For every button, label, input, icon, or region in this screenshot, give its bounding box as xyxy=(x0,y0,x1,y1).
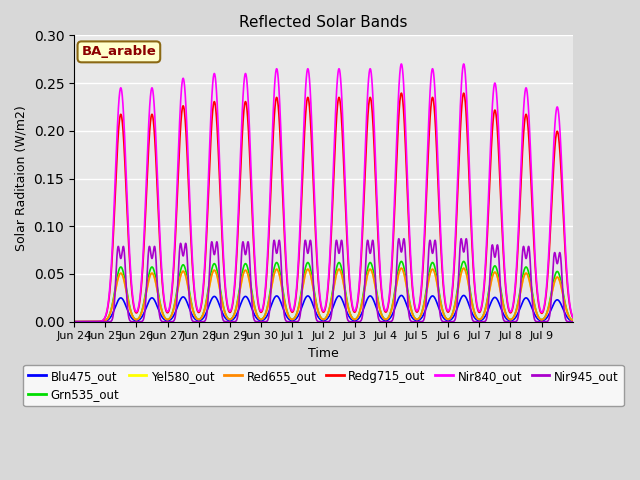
Nir840_out xyxy=(451,253,458,259)
Line: Yel580_out: Yel580_out xyxy=(74,268,573,322)
Nir840_out xyxy=(460,61,468,67)
Red655_out xyxy=(451,305,458,311)
Nir840_out xyxy=(361,164,369,169)
Line: Red655_out: Red655_out xyxy=(74,268,573,322)
Redg715_out xyxy=(361,181,369,187)
Blu475_out xyxy=(569,318,577,324)
Legend: Blu475_out, Grn535_out, Yel580_out, Red655_out, Redg715_out, Nir840_out, Nir945_: Blu475_out, Grn535_out, Yel580_out, Red6… xyxy=(23,365,623,406)
Redg715_out xyxy=(374,237,382,242)
Blu475_out xyxy=(374,310,382,315)
Red655_out xyxy=(70,319,78,324)
Line: Nir945_out: Nir945_out xyxy=(74,239,573,322)
Red655_out xyxy=(361,287,369,292)
Nir840_out xyxy=(305,68,312,73)
Nir945_out xyxy=(451,318,458,324)
Nir945_out xyxy=(569,319,577,324)
Nir840_out xyxy=(70,319,78,324)
Redg715_out xyxy=(262,285,269,291)
Red655_out xyxy=(88,319,95,324)
Nir840_out xyxy=(262,281,269,287)
Nir840_out xyxy=(374,226,382,232)
Nir945_out xyxy=(262,319,269,324)
Redg715_out xyxy=(460,90,468,96)
Yel580_out xyxy=(88,319,95,324)
Yel580_out xyxy=(70,319,78,324)
Nir945_out xyxy=(70,319,78,324)
Redg715_out xyxy=(451,260,458,266)
Line: Nir840_out: Nir840_out xyxy=(74,64,573,322)
Line: Grn535_out: Grn535_out xyxy=(74,262,573,322)
Blu475_out xyxy=(88,319,95,324)
Red655_out xyxy=(262,311,269,317)
Nir840_out xyxy=(569,314,577,320)
Yel580_out xyxy=(262,311,269,317)
Nir945_out xyxy=(361,283,369,289)
Red655_out xyxy=(460,265,468,271)
Title: Reflected Solar Bands: Reflected Solar Bands xyxy=(239,15,408,30)
Nir840_out xyxy=(88,319,95,324)
Blu475_out xyxy=(70,319,78,324)
Nir945_out xyxy=(88,319,95,324)
Y-axis label: Solar Raditaion (W/m2): Solar Raditaion (W/m2) xyxy=(15,106,28,252)
Blu475_out xyxy=(361,303,369,309)
Yel580_out xyxy=(569,318,577,324)
Grn535_out xyxy=(569,318,577,324)
Line: Blu475_out: Blu475_out xyxy=(74,296,573,322)
Grn535_out xyxy=(361,283,369,288)
Grn535_out xyxy=(305,260,312,266)
Redg715_out xyxy=(569,315,577,321)
Grn535_out xyxy=(70,319,78,324)
Nir945_out xyxy=(374,314,382,320)
Grn535_out xyxy=(88,319,95,324)
Red655_out xyxy=(569,318,577,324)
Yel580_out xyxy=(460,265,468,271)
Red655_out xyxy=(305,267,312,273)
Grn535_out xyxy=(451,303,458,309)
X-axis label: Time: Time xyxy=(308,347,339,360)
Blu475_out xyxy=(262,315,269,321)
Grn535_out xyxy=(262,310,269,316)
Grn535_out xyxy=(374,297,382,303)
Nir945_out xyxy=(305,249,312,254)
Blu475_out xyxy=(305,293,312,299)
Redg715_out xyxy=(88,319,95,324)
Nir945_out xyxy=(395,236,403,241)
Redg715_out xyxy=(305,96,312,102)
Red655_out xyxy=(374,300,382,305)
Redg715_out xyxy=(70,319,78,324)
Blu475_out xyxy=(460,293,468,299)
Grn535_out xyxy=(460,259,468,264)
Text: BA_arable: BA_arable xyxy=(81,45,156,59)
Yel580_out xyxy=(451,305,458,311)
Yel580_out xyxy=(374,300,382,305)
Yel580_out xyxy=(305,267,312,273)
Blu475_out xyxy=(451,312,458,318)
Yel580_out xyxy=(361,287,369,292)
Line: Redg715_out: Redg715_out xyxy=(74,93,573,322)
